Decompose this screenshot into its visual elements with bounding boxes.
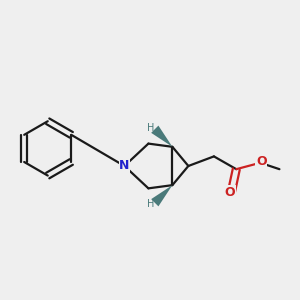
Text: O: O [256, 155, 266, 168]
Polygon shape [151, 185, 172, 206]
Polygon shape [151, 126, 172, 147]
Text: H: H [147, 199, 155, 209]
Text: O: O [225, 186, 235, 199]
Text: H: H [147, 123, 155, 133]
Text: N: N [119, 160, 130, 172]
